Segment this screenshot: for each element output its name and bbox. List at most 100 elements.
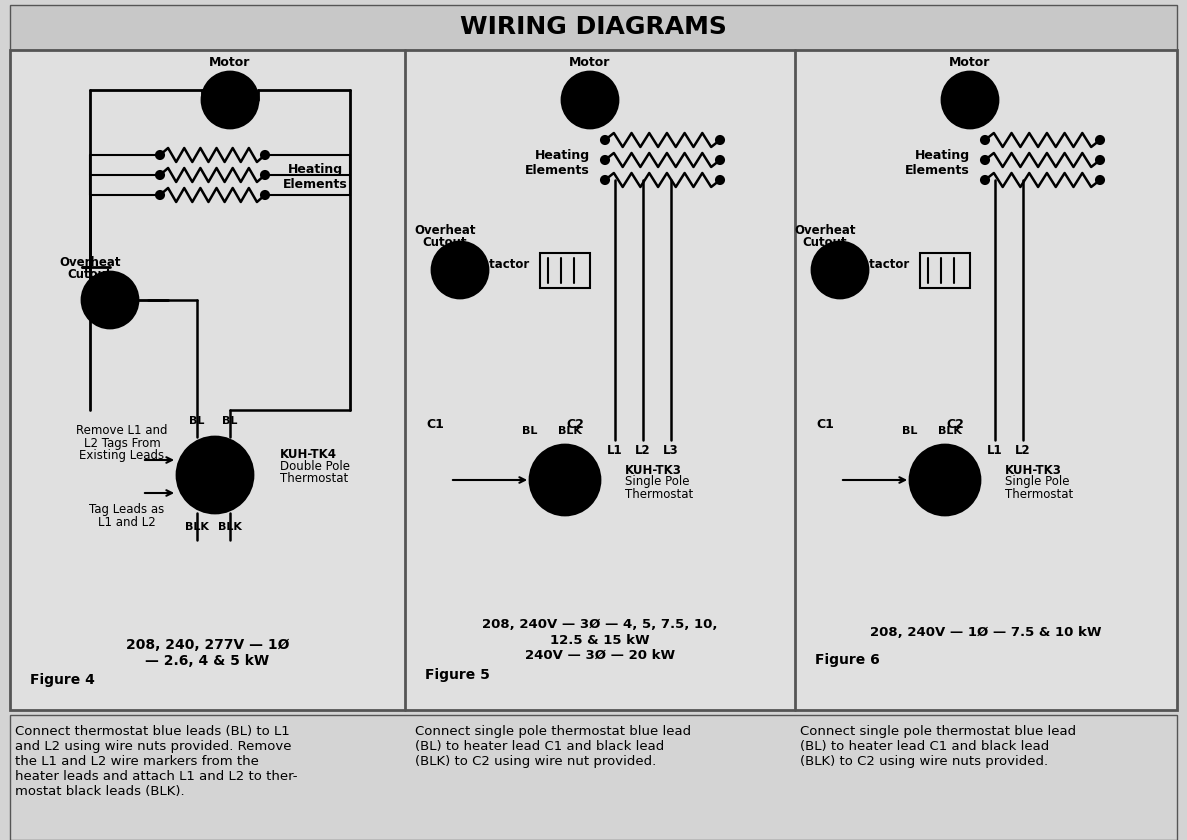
Text: L1 and L2: L1 and L2 [99,517,155,529]
Circle shape [155,151,164,159]
Text: (BLK) to C2 using wire nuts provided.: (BLK) to C2 using wire nuts provided. [800,755,1048,768]
Text: Double Pole: Double Pole [280,460,350,474]
Text: Single Pole: Single Pole [626,475,690,489]
Circle shape [601,136,609,144]
Circle shape [980,136,989,144]
Bar [9,50,1178,710]
Text: Single Pole: Single Pole [1005,475,1069,489]
Circle shape [223,456,231,464]
Circle shape [432,242,488,298]
Text: Contactor: Contactor [465,259,531,271]
Circle shape [1096,136,1104,144]
Text: Thermostat: Thermostat [1005,487,1073,501]
Circle shape [82,272,138,328]
Text: 12.5 & 15 kW: 12.5 & 15 kW [551,633,649,647]
Circle shape [202,72,258,128]
Text: 240V — 3Ø — 20 kW: 240V — 3Ø — 20 kW [525,648,675,662]
Bar [9,5,1178,50]
Circle shape [531,445,599,515]
Circle shape [1096,176,1104,184]
Bar [920,253,970,287]
Text: BL: BL [189,416,204,426]
Text: L1: L1 [988,444,1003,456]
Text: L2 Tags From: L2 Tags From [83,437,160,449]
Circle shape [931,464,939,472]
Text: Cutout: Cutout [423,237,468,249]
Text: Thermostat: Thermostat [280,472,348,486]
Text: KUH-TK4: KUH-TK4 [280,449,337,461]
Text: Heating: Heating [915,149,970,161]
Circle shape [155,171,164,179]
Text: (BL) to heater lead C1 and black lead: (BL) to heater lead C1 and black lead [415,740,665,753]
Text: BLK: BLK [938,426,961,436]
Text: 208, 240, 277V — 1Ø: 208, 240, 277V — 1Ø [126,638,290,652]
Text: L1: L1 [608,444,623,456]
Text: 208, 240V — 3Ø — 4, 5, 7.5, 10,: 208, 240V — 3Ø — 4, 5, 7.5, 10, [482,618,718,632]
Text: Thermostat: Thermostat [626,487,693,501]
Text: Connect thermostat blue leads (BL) to L1: Connect thermostat blue leads (BL) to L1 [15,725,290,738]
Circle shape [223,486,231,494]
Circle shape [942,72,998,128]
Text: Figure 5: Figure 5 [425,668,490,682]
Circle shape [601,176,609,184]
Circle shape [716,136,724,144]
Text: Figure 4: Figure 4 [30,673,95,687]
Text: — 2.6, 4 & 5 kW: — 2.6, 4 & 5 kW [146,654,269,668]
Circle shape [980,176,989,184]
Text: Heating: Heating [287,164,343,176]
Text: Elements: Elements [906,164,970,176]
Circle shape [910,445,980,515]
Text: Cutout: Cutout [68,269,113,281]
Circle shape [812,242,868,298]
Circle shape [931,488,939,496]
Bar [540,253,590,287]
Text: (BL) to heater lead C1 and black lead: (BL) to heater lead C1 and black lead [800,740,1049,753]
Text: C1: C1 [426,418,444,432]
Text: mostat black leads (BLK).: mostat black leads (BLK). [15,785,185,798]
Text: WIRING DIAGRAMS: WIRING DIAGRAMS [459,15,726,39]
Text: L2: L2 [635,444,650,456]
Text: Connect single pole thermostat blue lead: Connect single pole thermostat blue lead [415,725,691,738]
Circle shape [716,156,724,164]
Text: 208, 240V — 1Ø — 7.5 & 10 kW: 208, 240V — 1Ø — 7.5 & 10 kW [870,626,1102,638]
Text: Existing Leads: Existing Leads [80,449,165,463]
Circle shape [261,151,269,159]
Circle shape [561,72,618,128]
Circle shape [551,488,559,496]
Text: L2: L2 [1015,444,1030,456]
Text: Tag Leads as: Tag Leads as [89,503,165,517]
Circle shape [155,191,164,199]
Text: Figure 6: Figure 6 [815,653,880,667]
Text: Heating: Heating [535,149,590,161]
Text: Cutout: Cutout [802,237,848,249]
Circle shape [716,176,724,184]
Text: C2: C2 [946,418,964,432]
Text: C2: C2 [566,418,584,432]
Text: Elements: Elements [526,164,590,176]
Circle shape [601,156,609,164]
Circle shape [177,437,253,513]
Circle shape [1096,156,1104,164]
Text: Motor: Motor [950,55,991,69]
Circle shape [261,191,269,199]
Text: heater leads and attach L1 and L2 to ther-: heater leads and attach L1 and L2 to the… [15,770,298,783]
Text: and L2 using wire nuts provided. Remove: and L2 using wire nuts provided. Remove [15,740,292,753]
Text: BL: BL [902,426,918,436]
Text: Motor: Motor [209,55,250,69]
Circle shape [551,464,559,472]
Text: Contactor: Contactor [845,259,910,271]
Text: BLK: BLK [558,426,582,436]
Text: Connect single pole thermostat blue lead: Connect single pole thermostat blue lead [800,725,1077,738]
Circle shape [196,486,204,494]
Text: C1: C1 [817,418,834,432]
Text: Motor: Motor [570,55,610,69]
Text: L3: L3 [664,444,679,456]
Text: (BLK) to C2 using wire nut provided.: (BLK) to C2 using wire nut provided. [415,755,656,768]
Text: Overheat: Overheat [59,255,121,269]
Text: BLK: BLK [185,522,209,532]
Text: KUH-TK3: KUH-TK3 [1005,464,1062,476]
Text: Elements: Elements [283,178,348,192]
Text: BLK: BLK [218,522,242,532]
Text: the L1 and L2 wire markers from the: the L1 and L2 wire markers from the [15,755,259,768]
Bar [9,715,1178,840]
